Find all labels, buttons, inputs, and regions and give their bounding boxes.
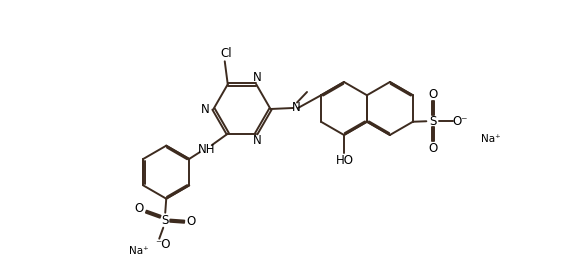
Text: S: S	[161, 214, 169, 227]
Text: N: N	[253, 71, 262, 84]
Text: Na⁺: Na⁺	[481, 134, 500, 144]
Text: Na⁺: Na⁺	[130, 246, 149, 256]
Text: N: N	[201, 103, 210, 116]
Text: NH: NH	[198, 143, 215, 156]
Text: O: O	[428, 142, 437, 155]
Text: N: N	[292, 101, 301, 114]
Text: HO: HO	[336, 155, 354, 168]
Text: Cl: Cl	[220, 47, 232, 60]
Text: O: O	[428, 88, 437, 101]
Text: O: O	[135, 202, 144, 215]
Text: O⁻: O⁻	[452, 115, 467, 128]
Text: ⁻O: ⁻O	[155, 238, 170, 251]
Text: N: N	[253, 134, 262, 147]
Text: S: S	[429, 115, 437, 128]
Text: O: O	[187, 215, 196, 228]
